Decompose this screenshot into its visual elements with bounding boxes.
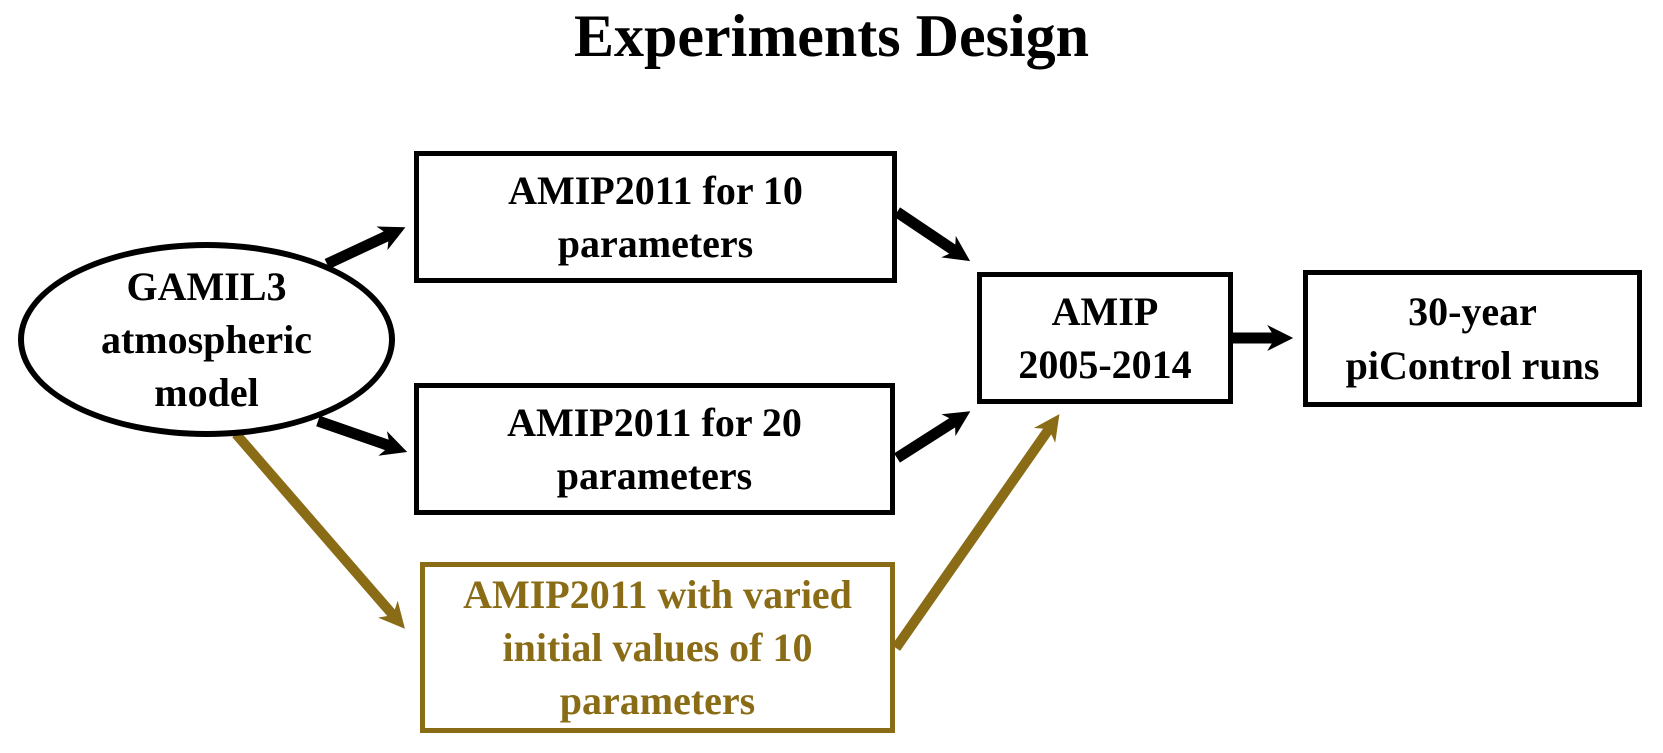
arrow-amip20-to-amip2005 (894, 411, 971, 463)
node-label-line: 2005-2014 (1018, 342, 1192, 387)
node-gamil3-model: GAMIL3 atmospheric model (18, 242, 395, 437)
node-amip-2005-2014: AMIP 2005-2014 (977, 272, 1233, 404)
arrow-gamil3-to-amip20 (316, 415, 408, 456)
node-label-line: atmospheric (100, 316, 313, 362)
node-label-line: AMIP2011 for 20 (507, 399, 802, 445)
node-30-year-picontrol-runs: 30-year piControl runs (1303, 270, 1642, 407)
node-amip2011-20-parameters: AMIP2011 for 20 parameters (414, 383, 895, 515)
node-amip2011-10-parameters: AMIP2011 for 10 parameters (414, 151, 897, 283)
figure-title: Experiments Design (574, 3, 1089, 69)
node-label-line: parameters (559, 678, 756, 724)
arrow-amip10-to-amip2005 (893, 207, 971, 262)
node-label-line: parameters (556, 453, 753, 498)
node-label-line: piControl runs (1345, 342, 1600, 388)
node-label-line: GAMIL3 (126, 263, 287, 309)
arrow-gamil3-to-varied (232, 430, 405, 629)
node-label-line: parameters (557, 221, 754, 266)
node-label-line: 30-year (1408, 289, 1537, 335)
arrow-gamil3-to-amip10 (324, 226, 406, 269)
node-label-line: AMIP2011 for 10 (508, 167, 803, 213)
node-label-line: model (154, 370, 259, 416)
node-label-line: AMIP (1051, 288, 1159, 334)
arrow-varied-to-amip2005 (891, 414, 1060, 651)
node-label-line: initial values of 10 (502, 624, 813, 670)
node-amip2011-varied-initial-values: AMIP2011 with varied initial values of 1… (420, 562, 895, 733)
node-label-line: AMIP2011 with varied (463, 571, 852, 617)
